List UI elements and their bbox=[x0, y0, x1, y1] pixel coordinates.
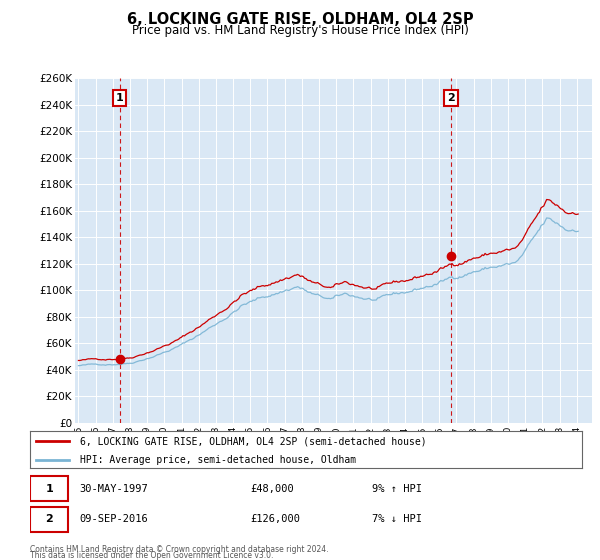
Text: £126,000: £126,000 bbox=[251, 514, 301, 524]
Text: 9% ↑ HPI: 9% ↑ HPI bbox=[372, 484, 422, 493]
Text: 2: 2 bbox=[46, 514, 53, 524]
FancyBboxPatch shape bbox=[30, 476, 68, 501]
Text: 6, LOCKING GATE RISE, OLDHAM, OL4 2SP: 6, LOCKING GATE RISE, OLDHAM, OL4 2SP bbox=[127, 12, 473, 27]
Text: This data is licensed under the Open Government Licence v3.0.: This data is licensed under the Open Gov… bbox=[30, 551, 274, 560]
Text: £48,000: £48,000 bbox=[251, 484, 295, 493]
Text: 7% ↓ HPI: 7% ↓ HPI bbox=[372, 514, 422, 524]
Text: HPI: Average price, semi-detached house, Oldham: HPI: Average price, semi-detached house,… bbox=[80, 455, 356, 465]
Text: 09-SEP-2016: 09-SEP-2016 bbox=[80, 514, 148, 524]
FancyBboxPatch shape bbox=[30, 507, 68, 531]
Text: 2: 2 bbox=[447, 94, 455, 103]
Text: Contains HM Land Registry data © Crown copyright and database right 2024.: Contains HM Land Registry data © Crown c… bbox=[30, 545, 329, 554]
Text: Price paid vs. HM Land Registry's House Price Index (HPI): Price paid vs. HM Land Registry's House … bbox=[131, 24, 469, 37]
Text: 6, LOCKING GATE RISE, OLDHAM, OL4 2SP (semi-detached house): 6, LOCKING GATE RISE, OLDHAM, OL4 2SP (s… bbox=[80, 436, 427, 446]
Text: 30-MAY-1997: 30-MAY-1997 bbox=[80, 484, 148, 493]
Text: 1: 1 bbox=[116, 94, 124, 103]
Text: 1: 1 bbox=[46, 484, 53, 493]
